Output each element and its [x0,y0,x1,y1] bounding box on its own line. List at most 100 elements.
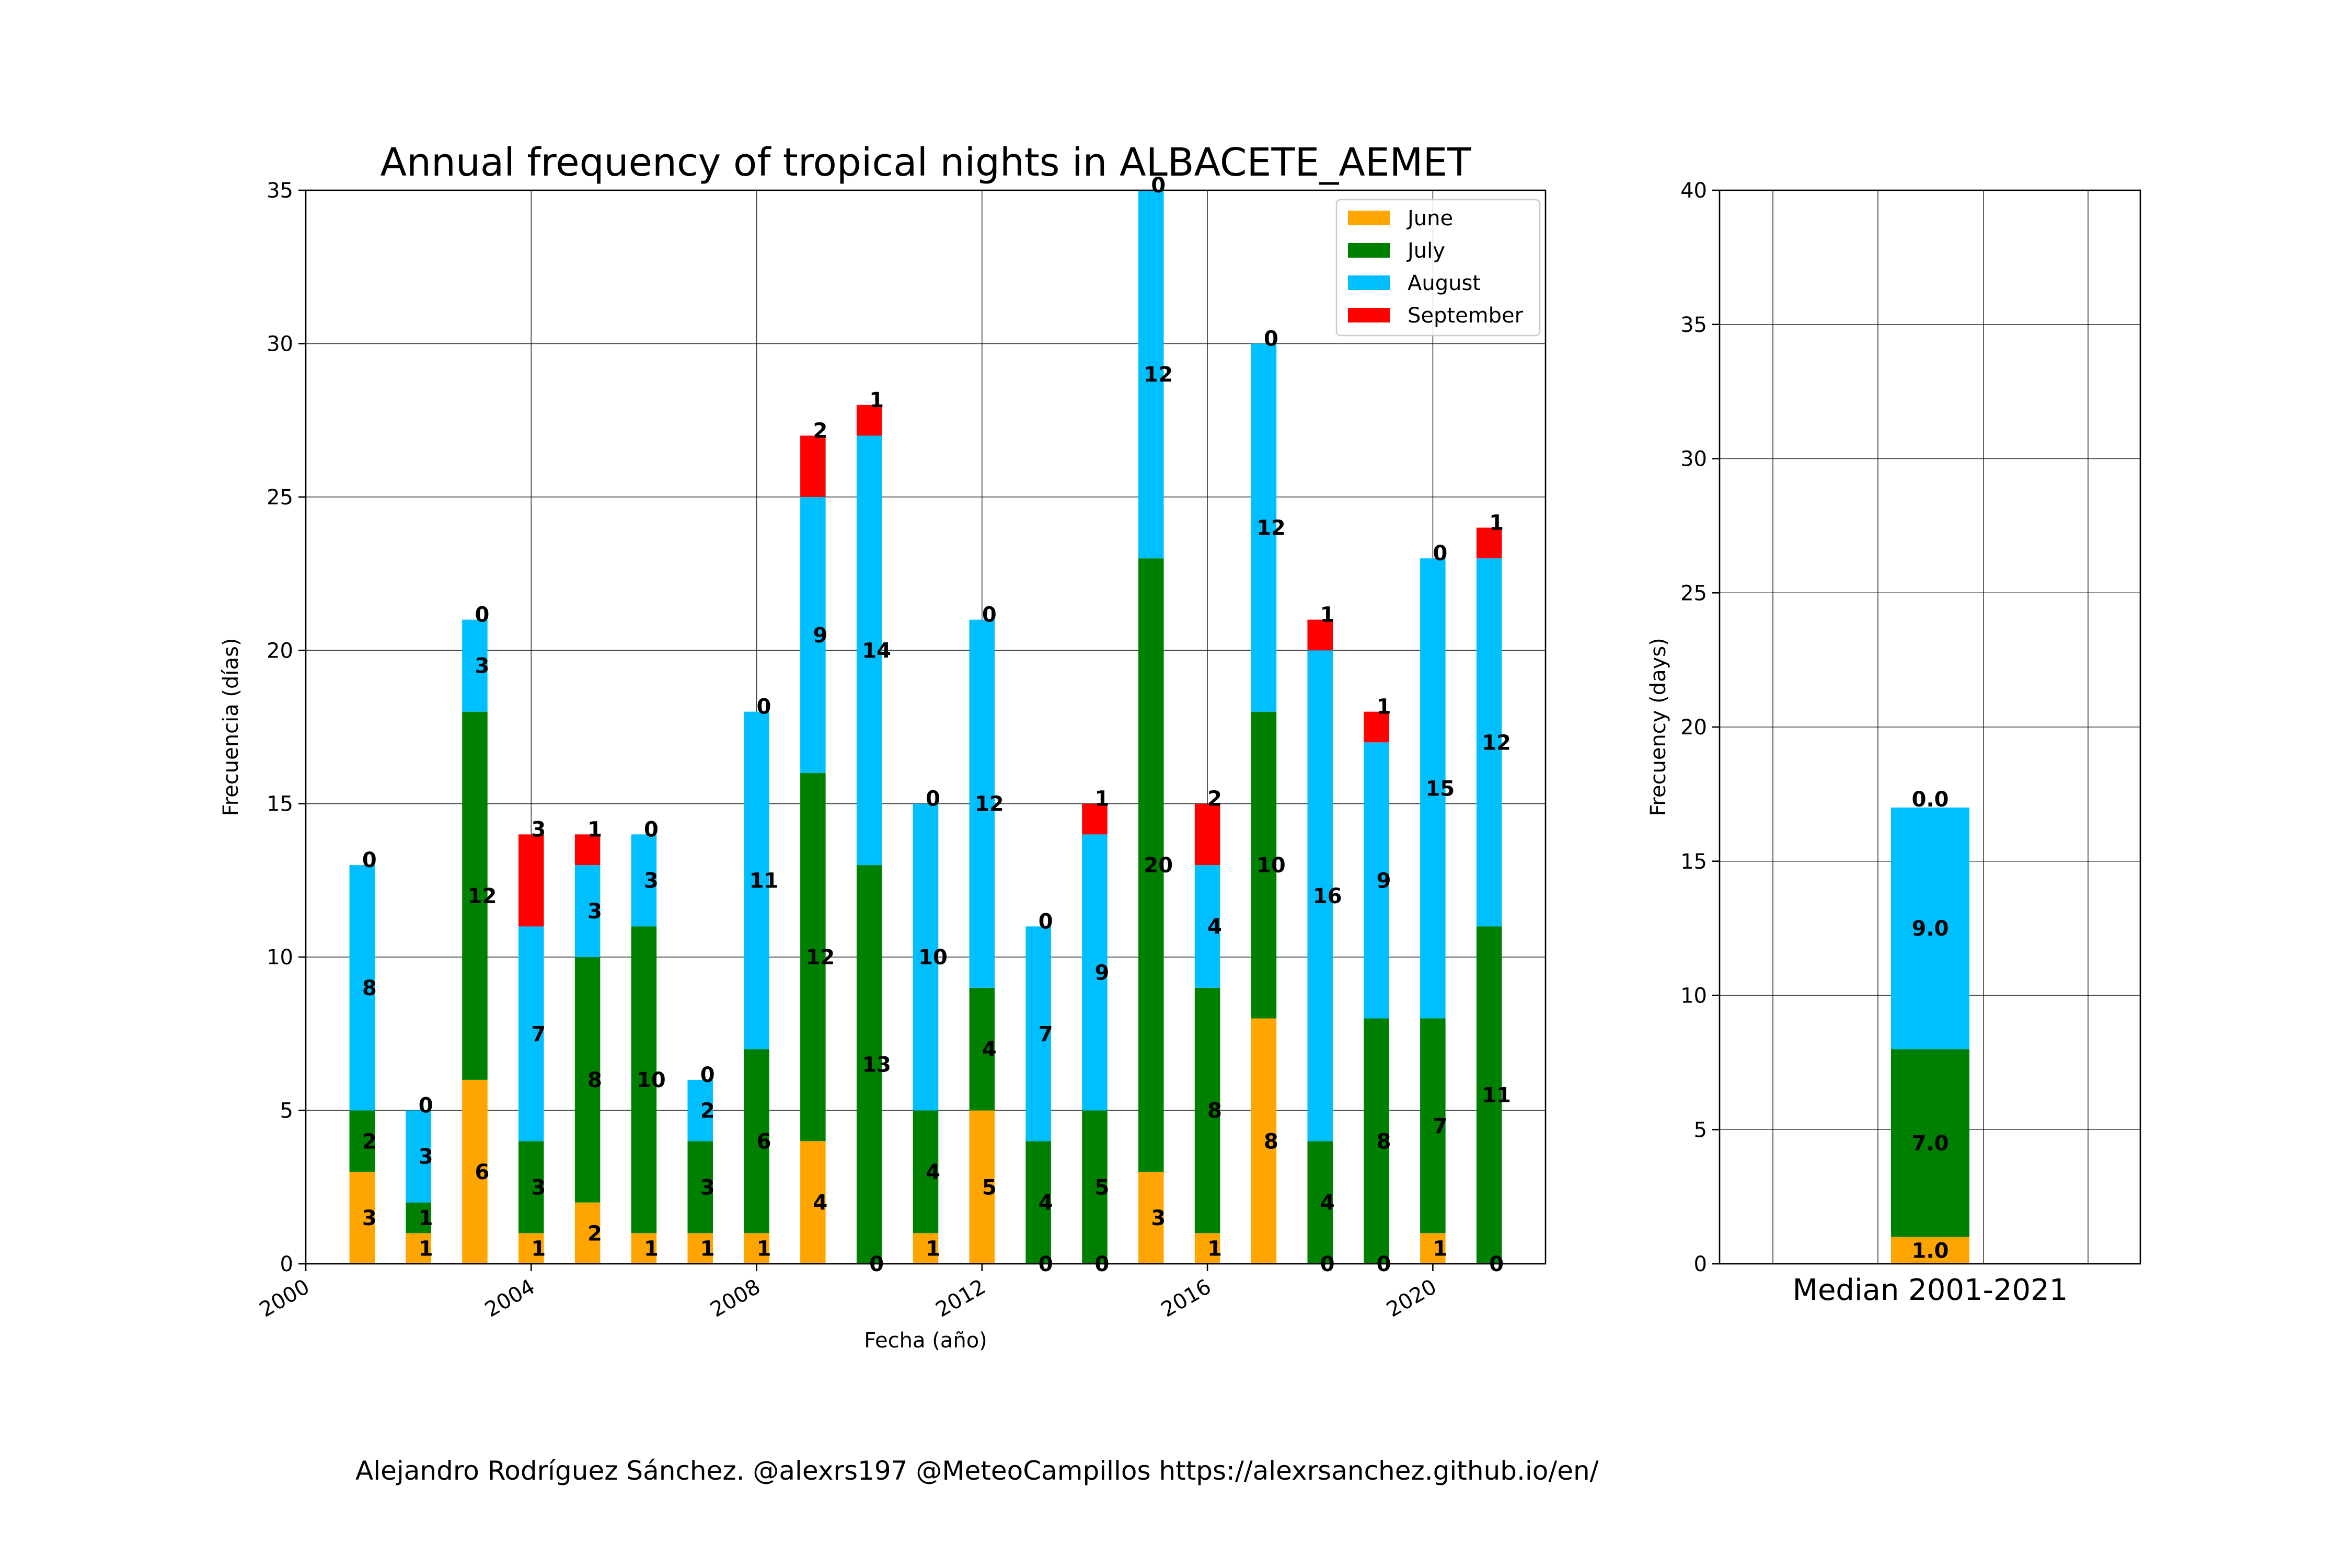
bar-july [856,865,882,1264]
median-bar-june [1891,1237,1969,1264]
bar-september [1476,527,1502,559]
bar-june [800,1141,826,1264]
bar-june [349,1171,375,1264]
segment-label-september: 0 [1039,909,1053,933]
median-y-tick-label: 0 [1694,1252,1707,1276]
bar-july [1420,1018,1446,1233]
segment-label-june: 6 [475,1160,490,1184]
bar-september [1307,619,1333,651]
bar-july [1138,558,1164,1172]
main-y-tick-label: 15 [267,792,293,816]
bar-august [969,619,995,988]
legend-swatch-september [1348,308,1390,322]
segment-label-august: 16 [1313,884,1342,908]
bar-august [1476,558,1502,927]
segment-label-june: 1 [419,1237,433,1261]
median-segment-label-june: 1.0 [1912,1239,1949,1263]
bar-july [913,1110,939,1233]
main-x-axis-label: Fecha (año) [864,1329,987,1353]
bar-september [1082,803,1108,835]
segment-label-july: 12 [806,946,835,970]
bar-august [800,497,826,774]
median-segment-label-august: 9.0 [1912,917,1949,941]
segment-label-july: 4 [926,1160,940,1184]
bar-june [1138,1171,1164,1264]
segment-label-june: 1 [1207,1237,1222,1261]
bar-august [856,435,882,866]
bar-august [1364,742,1389,1019]
segment-label-june: 1 [700,1237,715,1261]
segment-label-june: 2 [587,1221,602,1246]
main-bars [349,190,1502,1264]
segment-label-august: 7 [531,1022,546,1046]
main-y-tick-label: 25 [267,486,293,510]
bar-june [406,1233,431,1264]
legend-label-june: June [1406,206,1453,230]
bar-july [687,1141,713,1233]
legend-swatch-july [1348,243,1390,258]
bar-august [349,865,375,1111]
bar-july [800,773,826,1142]
bar-august [574,865,601,958]
main-y-axis-label: Frecuencia (días) [219,638,243,816]
main-y-tick-label: 20 [267,639,293,663]
segment-label-september: 0 [362,848,377,872]
segment-label-september: 1 [1095,787,1110,811]
bar-september [1194,803,1220,866]
segment-label-july: 6 [757,1129,771,1154]
segment-label-september: 0 [475,603,490,627]
segment-label-august: 12 [1256,516,1286,540]
segment-label-july: 13 [862,1053,891,1077]
median-y-axis-label: Frecuency (days) [1646,638,1670,816]
segment-label-september: 1 [1320,603,1335,627]
segment-label-july: 12 [468,884,497,908]
bar-july [406,1202,431,1233]
segment-label-september: 0 [982,603,997,627]
segment-label-july: 1 [419,1206,433,1230]
bar-august [913,803,939,1111]
segment-label-july: 5 [1095,1175,1110,1200]
segment-label-august: 15 [1426,777,1455,801]
segment-label-july: 2 [362,1129,377,1154]
segment-label-july: 4 [1320,1191,1335,1215]
segment-label-august: 2 [700,1099,715,1123]
bar-july [631,926,657,1233]
median-grid [1720,190,2140,1264]
bar-june [631,1233,657,1264]
bar-july [1364,1018,1389,1264]
segment-label-august: 9 [1377,869,1391,893]
legend-swatch-june [1348,211,1390,225]
bar-july [349,1110,375,1172]
segment-label-august: 3 [587,900,602,924]
median-y-tick-label: 5 [1694,1118,1707,1142]
segment-label-august: 12 [1482,731,1511,755]
legend-box [1335,199,1541,337]
segment-label-august: 11 [750,869,779,893]
bar-june [462,1079,488,1264]
median-chart: 1.0 7.0 9.0 0.0 0 5 10 15 20 25 30 35 40 Median 200… [1646,179,2141,1307]
legend-label-september: September [1408,304,1524,328]
legend-label-july: July [1406,239,1445,263]
author-credit: Alejandro Rodríguez Sánchez. @alexrs197 … [355,1456,1599,1486]
segment-label-september: 3 [531,817,546,841]
median-segment-label-july: 7.0 [1912,1132,1949,1156]
bar-june [913,1233,939,1264]
segment-label-july: 11 [1482,1083,1511,1108]
segment-label-june: 8 [1264,1129,1278,1154]
segment-label-august: 12 [1144,363,1173,387]
segment-label-september: 0 [926,787,940,811]
median-y-tick-label: 40 [1680,179,1707,203]
bar-july [744,1049,769,1233]
main-y-tick-label: 30 [267,332,293,356]
segment-label-august: 3 [419,1145,433,1169]
median-bar-august [1891,808,1969,1050]
segment-label-july: 10 [1256,854,1286,878]
bar-july [518,1141,544,1233]
main-y-tick-label: 5 [280,1099,293,1123]
bar-august [1138,190,1164,559]
segment-label-june: 5 [982,1175,997,1200]
segment-label-september: 0 [1264,327,1278,351]
main-x-tick-label: 2000 [256,1275,314,1322]
median-segment-label-september: 0.0 [1912,788,1949,812]
